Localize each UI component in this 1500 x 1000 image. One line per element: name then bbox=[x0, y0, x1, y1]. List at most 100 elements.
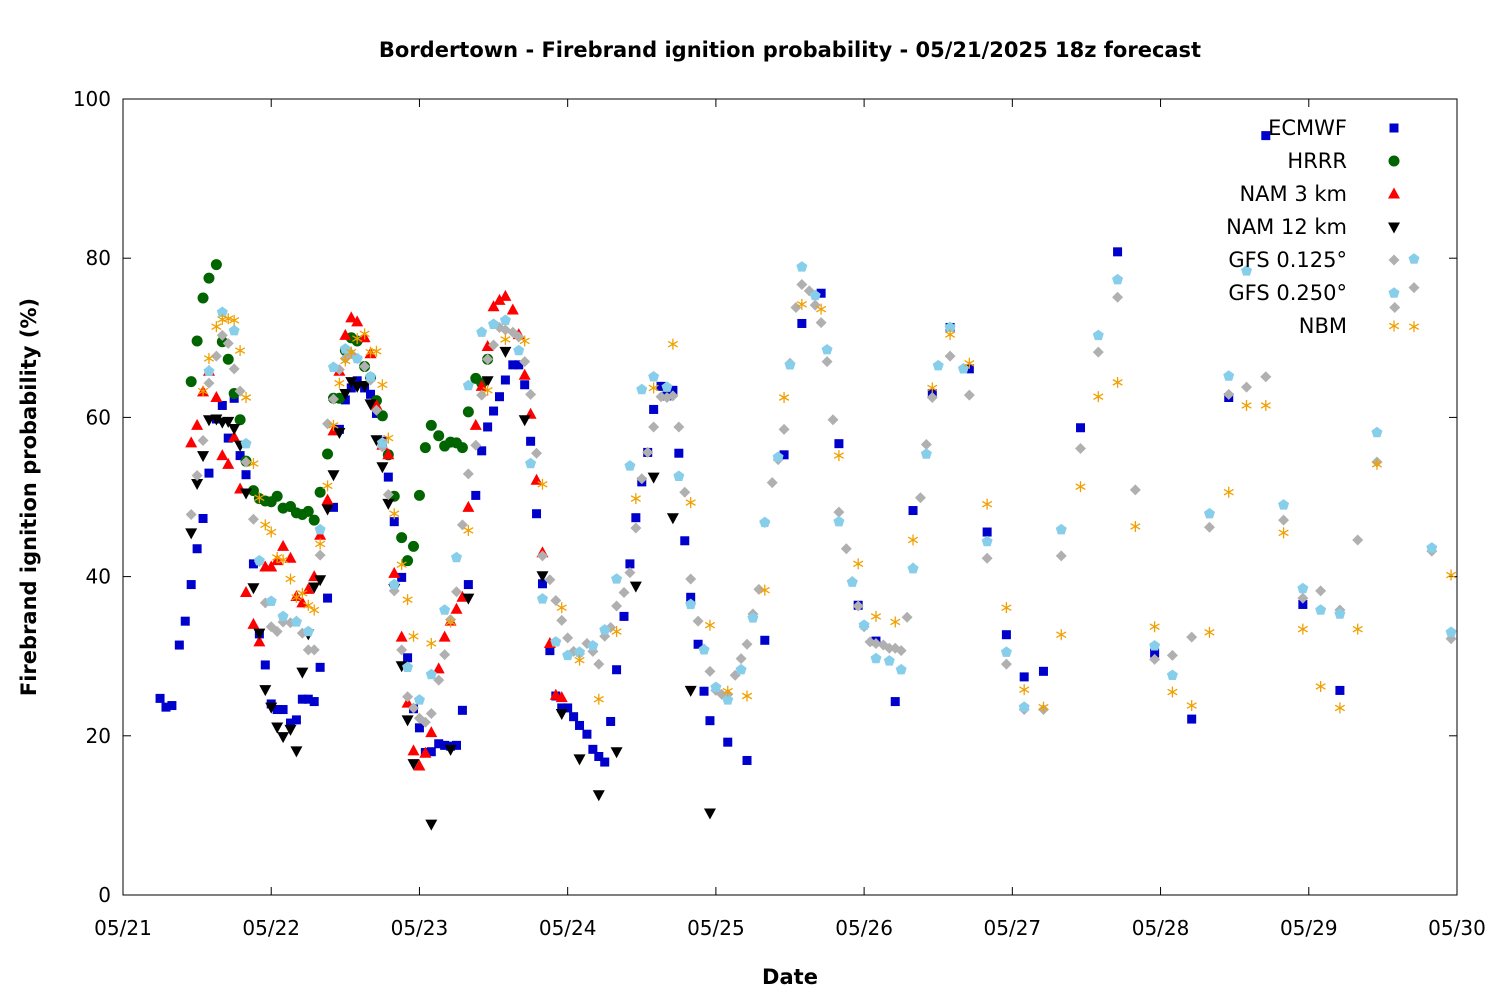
data-point bbox=[618, 587, 630, 599]
data-point bbox=[487, 300, 500, 312]
series-nam-12-km bbox=[185, 346, 716, 831]
data-point bbox=[1038, 666, 1048, 676]
data-point bbox=[742, 755, 752, 765]
data-point bbox=[772, 451, 784, 462]
y-axis: 0 20 40 60 80 100 bbox=[73, 87, 1457, 907]
data-point bbox=[932, 359, 944, 371]
data-point bbox=[308, 514, 320, 526]
data-point bbox=[1426, 542, 1438, 553]
data-point bbox=[833, 450, 845, 462]
data-point bbox=[277, 539, 290, 551]
data-point bbox=[203, 377, 215, 389]
data-point bbox=[1092, 346, 1104, 358]
data-point bbox=[500, 375, 510, 385]
y-tick-label: 60 bbox=[86, 405, 111, 429]
data-point bbox=[630, 522, 642, 534]
data-point bbox=[229, 314, 240, 326]
data-point bbox=[271, 722, 284, 734]
data-point bbox=[648, 371, 660, 382]
data-point bbox=[1055, 523, 1067, 535]
data-point bbox=[222, 337, 234, 349]
data-point bbox=[488, 339, 500, 351]
data-point bbox=[402, 555, 414, 567]
legend-marker bbox=[1388, 287, 1400, 298]
data-point bbox=[327, 393, 339, 405]
data-point bbox=[284, 724, 297, 736]
data-point bbox=[1298, 599, 1308, 609]
data-point bbox=[191, 418, 204, 430]
data-point bbox=[759, 516, 771, 528]
series-nbm bbox=[197, 298, 1457, 714]
x-tick-label: 05/30 bbox=[1428, 916, 1486, 940]
data-point bbox=[217, 400, 227, 410]
data-point bbox=[419, 746, 432, 758]
data-point bbox=[197, 451, 210, 463]
data-point bbox=[796, 278, 808, 290]
data-point bbox=[1223, 388, 1235, 400]
data-point bbox=[223, 313, 234, 325]
x-tick-label: 05/29 bbox=[1280, 916, 1338, 940]
data-point bbox=[648, 421, 660, 433]
data-point bbox=[302, 644, 314, 656]
data-point bbox=[382, 489, 394, 501]
data-point bbox=[545, 646, 555, 656]
data-point bbox=[679, 486, 691, 498]
legend-label: GFS 0.250° bbox=[1228, 281, 1347, 305]
data-point bbox=[499, 346, 512, 358]
data-point bbox=[647, 472, 660, 484]
data-point bbox=[704, 619, 716, 631]
data-point bbox=[463, 524, 474, 536]
data-point bbox=[408, 540, 420, 552]
legend-marker bbox=[1388, 320, 1400, 332]
data-point bbox=[376, 462, 389, 474]
data-point bbox=[228, 363, 240, 375]
data-point bbox=[1093, 391, 1104, 403]
data-point bbox=[197, 434, 209, 446]
data-point bbox=[520, 380, 530, 390]
data-point bbox=[573, 754, 586, 766]
data-point bbox=[302, 625, 314, 637]
legend: ECMWF HRRR NAM 3 km NAM 12 km GFS 0.125° GFS … bbox=[1226, 116, 1400, 338]
data-point bbox=[191, 335, 203, 347]
data-point bbox=[796, 261, 808, 272]
data-point bbox=[271, 626, 283, 638]
data-point bbox=[370, 398, 383, 410]
x-tick-label: 05/23 bbox=[391, 916, 449, 940]
data-point bbox=[927, 382, 938, 394]
data-point bbox=[439, 604, 451, 615]
data-point bbox=[703, 808, 716, 820]
data-point bbox=[413, 489, 425, 501]
data-point bbox=[476, 326, 488, 337]
data-point bbox=[821, 356, 833, 368]
data-point bbox=[1075, 481, 1086, 493]
data-point bbox=[1204, 626, 1215, 638]
y-tick-label: 100 bbox=[73, 87, 111, 111]
data-point bbox=[248, 559, 258, 569]
legend-label: GFS 0.125° bbox=[1228, 248, 1347, 272]
data-point bbox=[186, 580, 196, 590]
data-point bbox=[345, 377, 358, 389]
data-point bbox=[425, 419, 437, 431]
data-point bbox=[210, 259, 222, 271]
data-point bbox=[593, 658, 605, 670]
data-point bbox=[599, 624, 611, 635]
data-point bbox=[759, 584, 770, 596]
data-point bbox=[482, 353, 494, 365]
data-point bbox=[203, 272, 215, 284]
data-point bbox=[364, 399, 377, 411]
data-point bbox=[210, 414, 223, 426]
data-point bbox=[185, 436, 198, 448]
data-point bbox=[456, 442, 468, 454]
data-point bbox=[426, 747, 436, 757]
data-point bbox=[587, 640, 599, 651]
data-point bbox=[346, 346, 357, 358]
data-point bbox=[1001, 630, 1011, 640]
data-point bbox=[1241, 265, 1253, 276]
data-point bbox=[383, 432, 394, 444]
data-point bbox=[383, 472, 393, 482]
data-point bbox=[297, 694, 307, 704]
data-point bbox=[611, 626, 622, 638]
data-point bbox=[895, 663, 907, 675]
data-point bbox=[575, 720, 585, 730]
legend-marker bbox=[1388, 187, 1400, 199]
